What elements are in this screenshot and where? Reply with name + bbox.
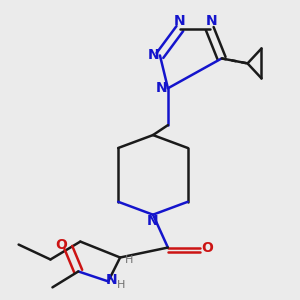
Text: N: N (147, 214, 159, 228)
Text: N: N (148, 48, 160, 62)
Text: O: O (55, 238, 67, 252)
Text: H: H (116, 280, 125, 290)
Text: N: N (156, 81, 168, 95)
Text: N: N (105, 273, 117, 287)
Text: N: N (174, 14, 186, 28)
Text: O: O (201, 241, 213, 254)
Text: H: H (125, 256, 133, 266)
Text: N: N (206, 14, 217, 28)
